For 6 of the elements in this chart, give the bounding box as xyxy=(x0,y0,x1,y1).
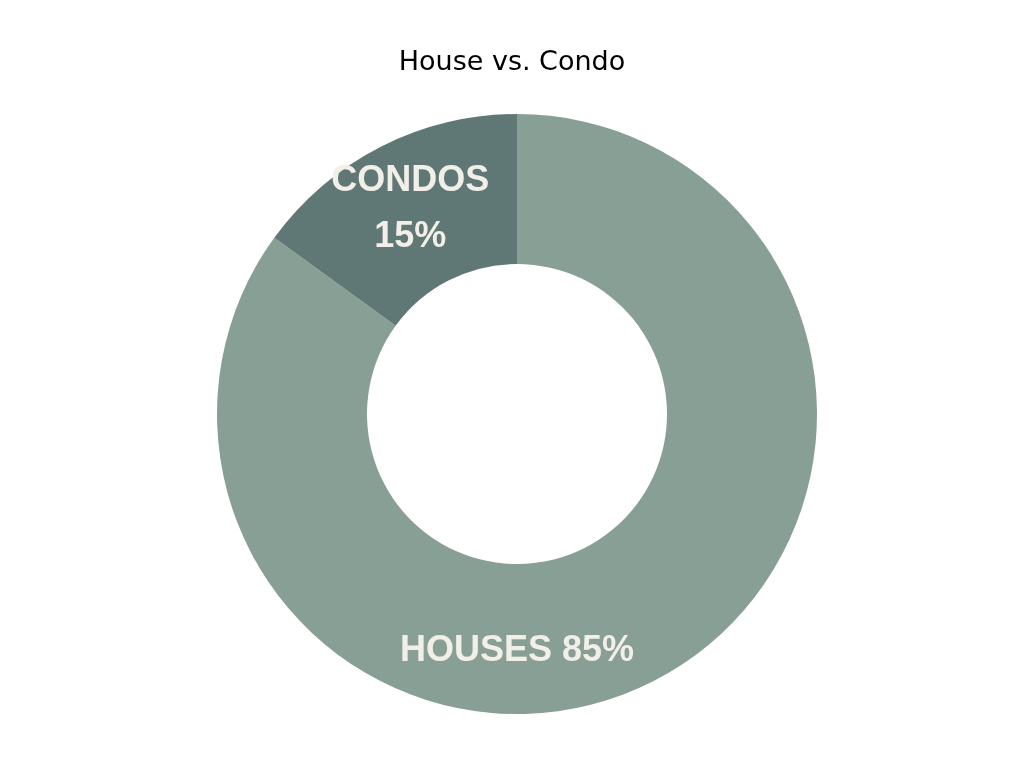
data-label: 15% xyxy=(374,213,447,255)
donut-slice xyxy=(274,114,517,326)
chart-title: House vs. Condo xyxy=(398,45,626,76)
slice-label: HOUSES 85% xyxy=(399,628,635,669)
slice-label: CONDOS xyxy=(331,157,490,199)
donut-slice xyxy=(217,114,817,714)
